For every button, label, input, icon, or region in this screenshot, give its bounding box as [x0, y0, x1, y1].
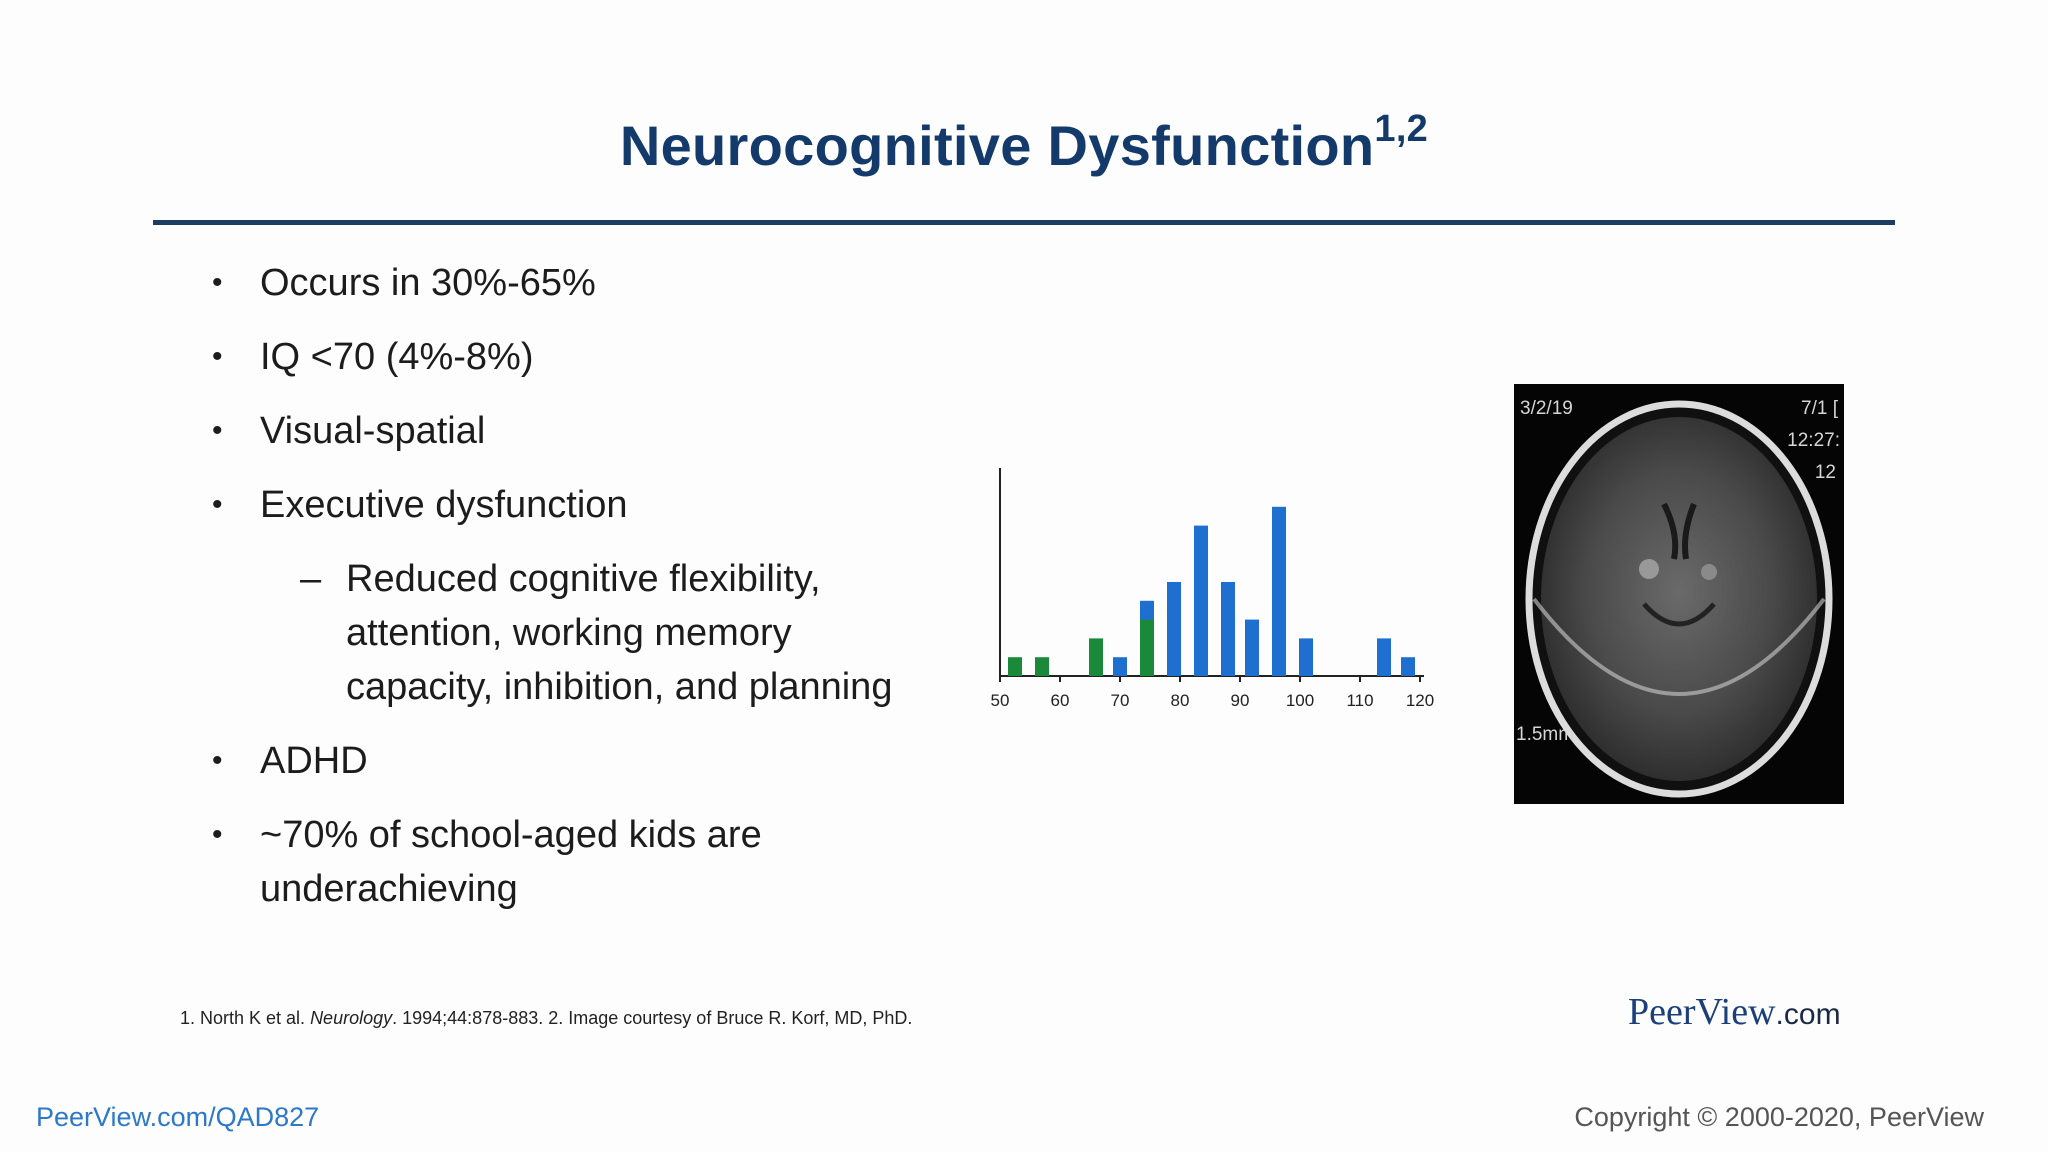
- mri-date-label: 3/2/19: [1520, 398, 1573, 419]
- lesion-spot: [1639, 559, 1659, 579]
- mri-scale-label: 1.5mm: [1516, 724, 1575, 745]
- x-tick-label: 90: [1231, 691, 1250, 710]
- sub-bullet-dash: –: [300, 558, 322, 600]
- peerview-logo: PeerView.com: [1628, 990, 1841, 1034]
- histogram-bar-green: [1008, 657, 1022, 676]
- bullet-text: Executive dysfunction: [260, 484, 628, 526]
- x-tick-label: 80: [1171, 691, 1190, 710]
- bullet-dot: •: [212, 744, 223, 777]
- histogram-bar-blue: [1194, 525, 1208, 676]
- histogram-bar-blue: [1113, 657, 1127, 676]
- skull-base-curve: [1532, 597, 1826, 696]
- bullet-dot: •: [212, 414, 223, 447]
- iq-histogram: 50 60 70 80 90 100 110 120: [978, 468, 1448, 720]
- footnote-journal: Neurology: [310, 1008, 393, 1028]
- mri-time-label: 12:27:: [1787, 430, 1840, 451]
- brand-name: PeerView: [1628, 991, 1776, 1033]
- histogram-bar-blue: [1167, 582, 1181, 676]
- footnote-pre: 1. North K et al.: [180, 1008, 311, 1028]
- brain-mri-graphic: [1525, 400, 1833, 798]
- bullet-text: Occurs in 30%-65%: [260, 262, 596, 304]
- histogram-bar-blue: [1221, 582, 1235, 676]
- bullet-dot: •: [212, 266, 223, 299]
- histogram-bar-green: [1140, 619, 1154, 676]
- midbrain-shape: [1642, 602, 1716, 627]
- bullet-item: • ADHD: [212, 734, 932, 788]
- x-tick-label: 50: [991, 691, 1010, 710]
- histogram-bar-blue: [1401, 657, 1415, 676]
- histogram-bar-blue: [1377, 638, 1391, 676]
- brain-mri-image: 3/2/19 7/1 [ 12:27: 12 1.5mm: [1514, 384, 1844, 804]
- x-tick-label: 110: [1346, 691, 1373, 710]
- qad-link[interactable]: PeerView.com/QAD827: [36, 1102, 320, 1132]
- bullet-dot: •: [212, 488, 223, 521]
- bullet-item: • Executive dysfunction: [212, 478, 932, 532]
- bullet-dot: •: [212, 340, 223, 373]
- brain-tissue: [1541, 417, 1817, 781]
- bullet-list: • Occurs in 30%-65% • IQ <70 (4%-8%) • V…: [212, 256, 932, 936]
- bullet-text: Visual-spatial: [260, 410, 486, 452]
- slide-title: Neurocognitive Dysfunction1,2: [0, 108, 2048, 178]
- bullet-text: ~70% of school-aged kids are underachiev…: [260, 814, 762, 910]
- histogram-bar-blue: [1272, 506, 1286, 676]
- sub-bullet-text: Reduced cognitive flexibility, attention…: [346, 558, 893, 708]
- bullet-text: ADHD: [260, 740, 368, 782]
- histogram-bar-green: [1089, 638, 1103, 676]
- iq-histogram-svg: 50 60 70 80 90 100 110 120: [991, 468, 1434, 710]
- title-superscript: 1,2: [1374, 108, 1429, 150]
- title-divider: [153, 220, 1895, 225]
- slide-title-text: Neurocognitive Dysfunction: [619, 114, 1375, 177]
- x-tick-label: 60: [1051, 691, 1070, 710]
- bullet-item: • Visual-spatial: [212, 404, 932, 458]
- mri-top-right-label: 7/1 [: [1801, 398, 1838, 419]
- histogram-bar-blue: [1245, 619, 1259, 676]
- references-footnote: 1. North K et al. Neurology. 1994;44:878…: [180, 1008, 912, 1029]
- histogram-bar-green: [1035, 657, 1049, 676]
- brand-suffix: .com: [1775, 998, 1841, 1031]
- bullet-item: • Occurs in 30%-65%: [212, 256, 932, 310]
- histogram-bar-blue: [1299, 638, 1313, 676]
- x-tick-label: 100: [1286, 691, 1314, 710]
- sub-bullet-item: – Reduced cognitive flexibility, attenti…: [212, 552, 932, 714]
- bullet-dot: •: [212, 818, 223, 851]
- lesion-spot: [1701, 564, 1717, 580]
- ventricles-shape: [1661, 502, 1697, 560]
- mri-num-label: 12: [1814, 462, 1836, 483]
- bullet-item: • ~70% of school-aged kids are underachi…: [212, 808, 932, 916]
- bullet-item: • IQ <70 (4%-8%): [212, 330, 932, 384]
- footnote-post: . 1994;44:878-883. 2. Image courtesy of …: [392, 1008, 913, 1028]
- bullet-text: IQ <70 (4%-8%): [260, 336, 534, 378]
- copyright-text: Copyright © 2000-2020, PeerView: [1574, 1102, 1984, 1132]
- x-tick-label: 70: [1111, 691, 1130, 710]
- x-tick-label: 120: [1406, 691, 1434, 710]
